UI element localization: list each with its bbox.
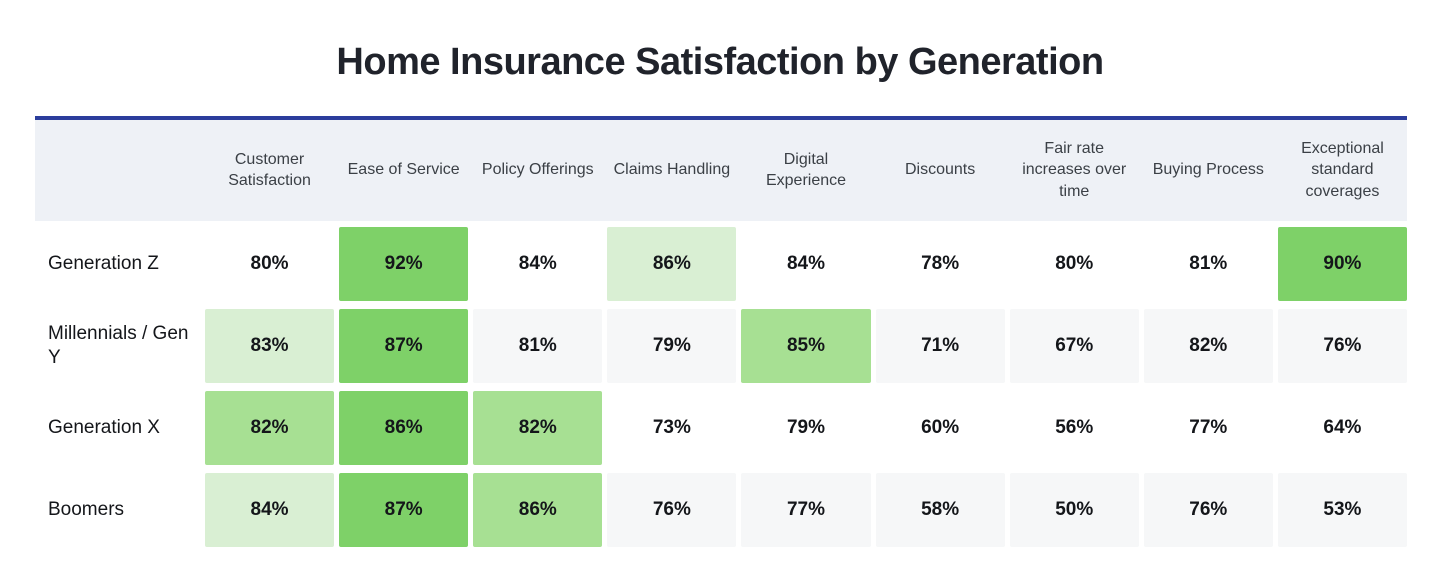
value-cell: 83%	[205, 308, 335, 383]
column-header-4: Claims Handling	[613, 161, 731, 179]
value-cell: 73%	[652, 416, 691, 438]
value-cell: 76%	[1143, 472, 1273, 547]
value-cell: 53%	[1277, 472, 1407, 547]
value-cell: 79%	[607, 308, 737, 383]
row-label: Boomers	[48, 498, 125, 520]
row-label: Generation Z	[48, 252, 159, 274]
value-cell: 56%	[1055, 416, 1094, 438]
value-cell: 76%	[1277, 308, 1407, 383]
column-header-7: Fair rate increases over time	[1022, 139, 1127, 200]
value-cell: 86%	[607, 226, 737, 301]
value-cell: 77%	[1189, 416, 1228, 438]
value-cell: 50%	[1009, 472, 1139, 547]
table-row: Millennials / Gen Y 83% 87% 81% 79% 85% 71% 67%…	[35, 308, 1407, 383]
value-cell: 92%	[339, 226, 469, 301]
value-cell: 71%	[875, 308, 1005, 383]
table-row: Generation X 82% 86% 82% 73% 79% 60% 56% 77% 64%	[35, 390, 1407, 465]
table-corner-cell	[35, 120, 200, 221]
column-header-5: Digital Experience	[765, 150, 847, 190]
value-cell: 82%	[205, 390, 335, 465]
value-cell: 84%	[518, 252, 557, 274]
value-cell: 78%	[921, 252, 960, 274]
value-cell: 67%	[1009, 308, 1139, 383]
column-header-3: Policy Offerings	[481, 161, 594, 179]
heatmap-table: Customer Satisfaction Ease of Service Poli…	[35, 115, 1407, 547]
table-row: Boomers 84% 87% 86% 76% 77% 58% 50% 76% 53%	[35, 472, 1407, 547]
value-cell: 80%	[1055, 252, 1094, 274]
value-cell: 86%	[473, 472, 603, 547]
value-cell: 84%	[786, 252, 825, 274]
value-cell: 81%	[473, 308, 603, 383]
column-header-6: Discounts	[904, 161, 976, 179]
value-cell: 82%	[473, 390, 603, 465]
value-cell: 58%	[875, 472, 1005, 547]
column-header-2: Ease of Service	[347, 161, 460, 179]
value-cell: 81%	[1189, 252, 1228, 274]
page-title: Home Insurance Satisfaction by Generatio…	[336, 41, 1104, 83]
value-cell: 79%	[786, 416, 825, 438]
value-cell: 64%	[1323, 416, 1362, 438]
value-cell: 76%	[607, 472, 737, 547]
value-cell: 77%	[741, 472, 871, 547]
row-label: Generation X	[48, 416, 160, 438]
value-cell: 80%	[250, 252, 289, 274]
value-cell: 85%	[741, 308, 871, 383]
value-cell: 90%	[1277, 226, 1407, 301]
value-cell: 86%	[339, 390, 469, 465]
table-header-row: Customer Satisfaction Ease of Service Poli…	[35, 119, 1407, 221]
row-label: Millennials / Gen Y	[48, 322, 189, 368]
table-row: Generation Z 80% 92% 84% 86% 84% 78% 80% 81% 90%	[35, 226, 1407, 301]
table-body: Generation Z 80% 92% 84% 86% 84% 78% 80% 81% 90% M…	[35, 221, 1407, 547]
value-cell: 87%	[339, 472, 469, 547]
value-cell: 82%	[1143, 308, 1273, 383]
column-header-8: Buying Process	[1152, 161, 1264, 179]
value-cell: 87%	[339, 308, 469, 383]
column-header-9: Exceptional standard coverages	[1301, 139, 1384, 200]
value-cell: 84%	[205, 472, 335, 547]
value-cell: 60%	[921, 416, 960, 438]
column-header-1: Customer Satisfaction	[228, 150, 311, 190]
